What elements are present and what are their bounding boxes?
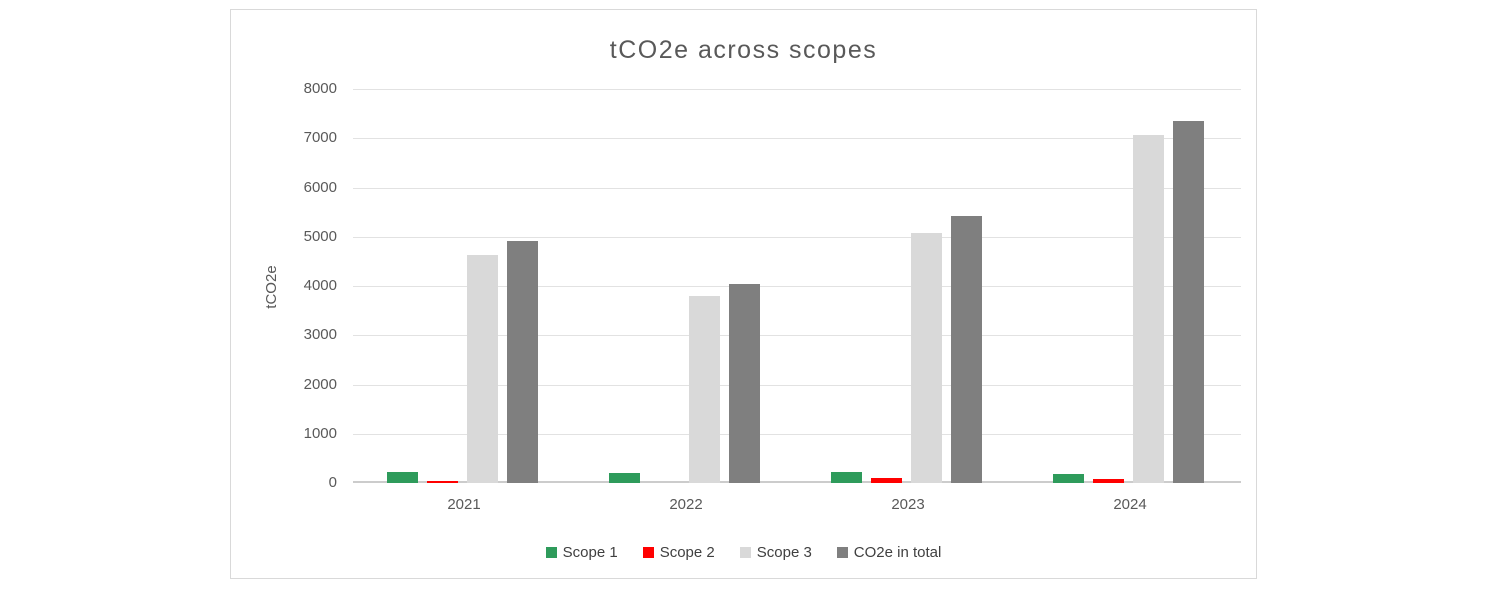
y-tick-label: 7000 (303, 129, 337, 147)
x-tick-label-2024: 2024 (1113, 496, 1147, 513)
gridline (353, 188, 1241, 189)
gridline (353, 89, 1241, 90)
plot-area: 0 1000 2000 3000 4000 5000 6000 7000 8000 2021 202… (304, 80, 1241, 513)
bar-co2e-in-total-2021[interactable] (507, 241, 538, 483)
legend-item-scope-1[interactable]: Scope 1 (545, 544, 618, 561)
y-tick-label: 3000 (303, 326, 337, 344)
legend-label: Scope 2 (659, 544, 715, 561)
bar-scope-3-2023[interactable] (911, 233, 942, 483)
bar-scope-1-2021[interactable] (387, 472, 418, 483)
gridline (353, 237, 1241, 238)
x-tick-label-2023: 2023 (891, 496, 925, 513)
bar-co2e-in-total-2022[interactable] (729, 284, 760, 483)
gridline (353, 434, 1241, 435)
x-tick-label-2022: 2022 (669, 496, 703, 513)
legend-swatch-icon (642, 547, 654, 558)
bar-scope-1-2024[interactable] (1053, 474, 1084, 483)
x-tick-label-2021: 2021 (447, 496, 481, 513)
y-tick-label: 4000 (303, 277, 337, 294)
y-tick-label: 0 (328, 474, 337, 491)
legend-item-scope-2[interactable]: Scope 2 (642, 544, 715, 561)
legend-label: Scope 3 (756, 544, 812, 561)
bar-scope-3-2021[interactable] (467, 255, 498, 483)
gridline (353, 335, 1241, 336)
gridline (353, 286, 1241, 287)
bar-scope-2-2023[interactable] (871, 478, 902, 483)
bar-co2e-in-total-2024[interactable] (1173, 121, 1204, 483)
y-tick-label: 1000 (303, 424, 337, 442)
chart-title: tCO2e across scopes (609, 36, 878, 64)
chart-frame[interactable]: tCO2e across scopes tCO2e 0 1000 2000 3000 4… (230, 9, 1257, 579)
bar-scope-1-2022[interactable] (609, 473, 640, 483)
y-tick-label: 8000 (303, 80, 337, 97)
bar-scope-1-2023[interactable] (831, 472, 862, 483)
legend-swatch-icon (836, 547, 848, 558)
legend: Scope 1 Scope 2 Scope 3 CO2e in total (231, 544, 1256, 561)
gridline (353, 138, 1241, 139)
legend-label: Scope 1 (562, 544, 618, 561)
y-tick-label: 5000 (303, 227, 337, 245)
legend-swatch-icon (739, 547, 751, 558)
bar-scope-2-2021[interactable] (427, 481, 458, 483)
bar-co2e-in-total-2023[interactable] (951, 216, 982, 483)
legend-item-co2e-in-total[interactable]: CO2e in total (836, 544, 942, 561)
bar-scope-3-2022[interactable] (689, 296, 720, 483)
y-tick-label: 6000 (303, 178, 337, 196)
legend-label: CO2e in total (853, 544, 942, 561)
bar-scope-2-2024[interactable] (1093, 479, 1124, 483)
legend-item-scope-3[interactable]: Scope 3 (739, 544, 812, 561)
bar-scope-3-2024[interactable] (1133, 135, 1164, 483)
legend-swatch-icon (545, 547, 557, 558)
y-tick-label: 2000 (303, 375, 337, 393)
gridline (353, 385, 1241, 386)
x-axis-line (353, 481, 1241, 483)
